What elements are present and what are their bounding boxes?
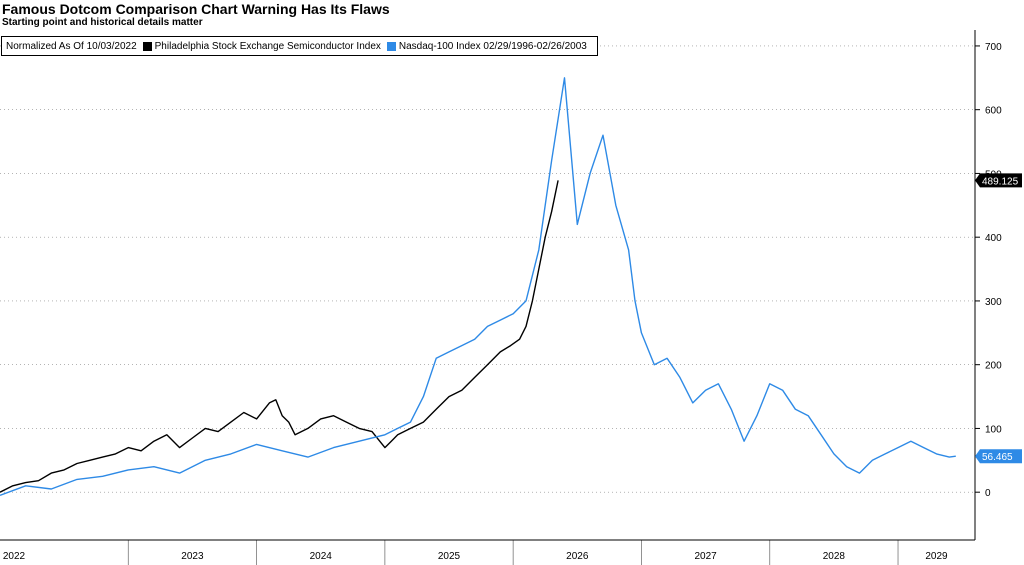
y-tick-label-300: 300 <box>985 297 1002 308</box>
y-tick-label-400: 400 <box>985 233 1002 244</box>
gridlines <box>0 45 975 493</box>
legend-swatch-nasdaq <box>386 41 396 51</box>
x-tick-label-2024: 2024 <box>310 551 333 562</box>
x-axis: 2022 2023 2024 2025 2026 2027 2028 2029 <box>0 539 975 562</box>
x-tick-label-2025: 2025 <box>438 551 461 562</box>
x-axis-dividers <box>127 540 899 565</box>
last-value-text: 489.125 <box>982 176 1019 187</box>
y-tick-label-100: 100 <box>985 424 1002 435</box>
series-layer <box>0 77 956 497</box>
last-value-badge <box>975 173 1022 188</box>
last-value-labels: 489.125 56.465 <box>975 173 1022 464</box>
last-value-badge <box>975 449 1022 464</box>
legend-swatch-sox <box>142 41 152 51</box>
y-tick-label-700: 700 <box>985 42 1002 53</box>
last-value-nasdaq: 56.465 <box>975 449 1022 464</box>
series-line-sox <box>0 180 559 493</box>
x-tick-label-2026: 2026 <box>566 551 589 562</box>
legend-item-nasdaq: Nasdaq-100 Index 02/29/1996-02/26/2003 <box>386 40 587 52</box>
last-value-text: 56.465 <box>982 452 1013 463</box>
x-tick-label-2023: 2023 <box>181 551 204 562</box>
x-tick-label-2022: 2022 <box>3 551 26 562</box>
legend-label-nasdaq: Nasdaq-100 Index 02/29/1996-02/26/2003 <box>398 40 587 52</box>
chart-subtitle: Starting point and historical details ma… <box>2 17 203 28</box>
y-tick-label-200: 200 <box>985 361 1002 372</box>
series-line-nasdaq <box>0 77 956 497</box>
last-value-sox: 489.125 <box>975 173 1022 188</box>
chart-title: Famous Dotcom Comparison Chart Warning H… <box>2 1 390 17</box>
x-tick-label-2027: 2027 <box>694 551 717 562</box>
y-tick-label-0: 0 <box>985 488 991 499</box>
y-axis: 0100200300400500600700 <box>974 30 1002 540</box>
x-tick-label-2029: 2029 <box>925 551 948 562</box>
y-tick-label-600: 600 <box>985 106 1002 117</box>
legend-label-sox: Philadelphia Stock Exchange Semiconducto… <box>154 40 381 52</box>
legend: Normalized As Of 10/03/2022 Philadelphia… <box>1 36 598 56</box>
x-tick-label-2028: 2028 <box>823 551 846 562</box>
legend-item-sox: Philadelphia Stock Exchange Semiconducto… <box>142 40 381 52</box>
legend-note: Normalized As Of 10/03/2022 <box>6 40 137 52</box>
